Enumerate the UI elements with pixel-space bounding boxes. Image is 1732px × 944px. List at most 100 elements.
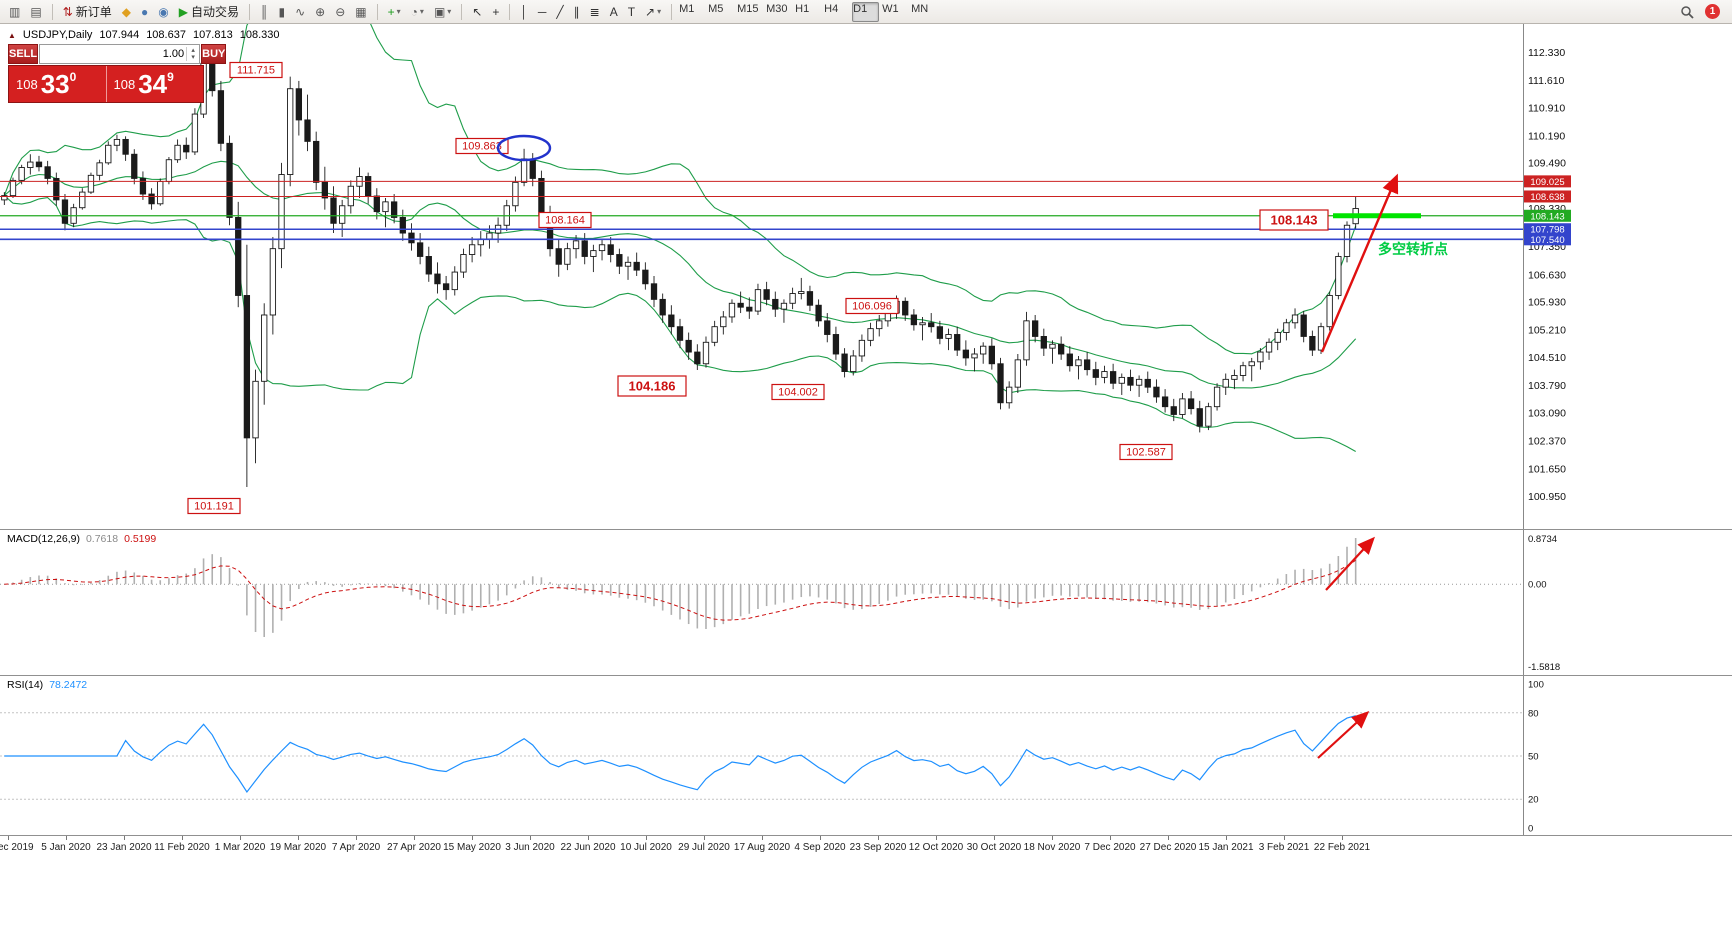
price-annotation-box[interactable] <box>617 375 687 397</box>
line-chart-mode-glyph: ∿ <box>295 4 306 19</box>
zoom-out-glyph: ⊖ <box>335 4 346 19</box>
bar-chart-mode-icon[interactable]: ║ <box>256 1 273 23</box>
highlight-ellipse[interactable] <box>496 134 552 162</box>
axis-tick-label: 105.930 <box>1528 297 1566 309</box>
text-icon[interactable]: A <box>606 1 622 23</box>
price-annotation-box[interactable] <box>845 297 899 315</box>
timeframe-m30[interactable]: M30 <box>766 2 788 15</box>
axis-tick-label: 109.490 <box>1528 158 1566 170</box>
price-annotation-box[interactable] <box>1119 443 1173 461</box>
price-annotation-box[interactable] <box>1259 209 1329 231</box>
buy-price-base: 108 <box>113 76 136 92</box>
price-annotation-box[interactable] <box>229 61 283 79</box>
toolbar-separator <box>376 3 378 20</box>
buy-price[interactable]: 108 34 9 <box>105 66 204 102</box>
price-annotation-box[interactable] <box>187 497 241 515</box>
text-label-icon[interactable]: T <box>624 1 639 23</box>
macd-canvas[interactable]: 0.8734 0.00 -1.5818 <box>0 530 1732 675</box>
macd-histogram <box>12 538 1357 638</box>
candlestick-mode-icon[interactable]: ▮ <box>275 1 290 23</box>
new-chart-icon[interactable]: ▥ <box>5 1 24 23</box>
timeframe-d1[interactable]: D1 <box>852 1 880 22</box>
indicators-glyph: + <box>387 4 395 19</box>
sell-button[interactable]: SELL <box>8 44 39 64</box>
volume-up-icon[interactable]: ▴ <box>191 47 195 54</box>
turning-point-note[interactable]: 多空转折点 <box>1378 241 1448 257</box>
sell-price[interactable]: 108 33 0 <box>9 66 106 102</box>
rsi-axis: 100 80 50 20 0 <box>1523 676 1544 835</box>
bar-chart-mode-glyph: ║ <box>259 4 269 19</box>
price-annotation-box[interactable] <box>538 211 592 229</box>
line-chart-mode-icon[interactable]: ∿ <box>291 1 309 23</box>
time-axis-tick <box>588 836 589 840</box>
date-label: 23 Sep 2020 <box>849 842 907 853</box>
axis-price-tag-text: 109.025 <box>1530 177 1564 188</box>
chart-ohlc-line: ▲ USDJPY,Daily 107.944 108.637 107.813 1… <box>8 29 279 41</box>
notification-badge[interactable]: 1 <box>1705 4 1720 19</box>
price-annotation-box[interactable] <box>455 137 509 155</box>
macd-trend-arrow[interactable] <box>1325 536 1375 591</box>
axis-tick-label: 102.370 <box>1528 435 1566 447</box>
autotrading-button[interactable]: ▶ 自动交易 <box>175 1 243 23</box>
periods-caret-icon[interactable]: ▾ <box>419 7 424 16</box>
timeframe-m5[interactable]: M5 <box>708 2 724 15</box>
crosshair-icon[interactable]: + <box>488 1 503 23</box>
new-order-button[interactable]: ⇅ 新订单 <box>59 1 116 23</box>
candlestick-mode-glyph: ▮ <box>278 4 286 19</box>
rsi-trend-arrow[interactable] <box>1317 711 1370 759</box>
rsi-canvas[interactable]: 100 80 50 20 0 <box>0 676 1732 835</box>
navigator-icon[interactable]: ◉ <box>154 1 172 23</box>
timeframe-h1[interactable]: H1 <box>795 2 810 15</box>
timeframe-m15[interactable]: M15 <box>737 2 759 15</box>
arrows-caret-icon[interactable]: ▾ <box>657 7 662 16</box>
time-axis-tick <box>704 836 705 840</box>
axis-tick-label: 104.510 <box>1528 352 1566 364</box>
periods-icon[interactable]: ◔ ▾ <box>407 1 428 23</box>
chart-profiles-icon[interactable]: ▤ <box>26 1 45 23</box>
market-watch-glyph: ● <box>141 4 149 19</box>
toolbar-separator <box>248 3 250 20</box>
equidistant-channel-glyph: ∥ <box>573 4 580 19</box>
time-axis-tick <box>936 836 937 840</box>
price-chart-canvas[interactable]: 111.715 109.863 108.164 106.096 104.186 104.0… <box>0 24 1732 529</box>
vertical-line-icon[interactable]: │ <box>516 1 532 23</box>
axis-price-tag <box>1524 209 1571 222</box>
metaeditor-icon[interactable]: ◆ <box>118 1 135 23</box>
time-axis-tick <box>530 836 531 840</box>
macd-signal-value: 0.5199 <box>124 533 157 545</box>
indicators-caret-icon[interactable]: ▾ <box>396 7 401 16</box>
axis-price-tag <box>1524 233 1571 246</box>
volume-down-icon[interactable]: ▾ <box>191 54 195 61</box>
timeframe-m1[interactable]: M1 <box>679 2 695 15</box>
trendline-icon[interactable]: ╱ <box>552 1 567 23</box>
volume-input[interactable] <box>40 48 187 60</box>
horizontal-line-icon[interactable]: ─ <box>534 1 551 23</box>
date-label: 18 Nov 2020 <box>1023 842 1081 853</box>
market-watch-icon[interactable]: ● <box>137 1 152 23</box>
timeframe-h4[interactable]: H4 <box>824 2 839 15</box>
price-annotation-text: 104.002 <box>778 387 818 399</box>
equidistant-channel-icon[interactable]: ∥ <box>570 1 584 23</box>
tile-windows-icon[interactable]: ▦ <box>351 1 370 23</box>
timeframe-w1[interactable]: W1 <box>882 2 899 15</box>
timeframe-mn[interactable]: MN <box>911 2 929 15</box>
zoom-in-icon[interactable]: ⊕ <box>311 1 329 23</box>
time-axis-tick <box>414 836 415 840</box>
arrows-icon[interactable]: ↗ ▾ <box>641 1 665 23</box>
search-icon[interactable] <box>1676 1 1698 23</box>
templates-icon[interactable]: ▣ ▾ <box>430 1 455 23</box>
buy-button[interactable]: BUY <box>201 44 227 64</box>
cursor-icon[interactable]: ↖ <box>468 1 486 23</box>
price-annotation-box[interactable] <box>771 383 825 401</box>
zoom-out-icon[interactable]: ⊖ <box>331 1 349 23</box>
oct-collapse-icon[interactable]: ▲ <box>8 30 16 40</box>
fibonacci-icon[interactable]: ≣ <box>586 1 604 23</box>
indicators-icon[interactable]: + ▾ <box>384 1 405 23</box>
time-axis-tick <box>66 836 67 840</box>
trend-arrow[interactable] <box>1320 173 1399 353</box>
axis-tick-label: 101.650 <box>1528 464 1566 476</box>
macd-label: MACD(12,26,9) 0.7618 0.5199 <box>7 533 156 545</box>
templates-caret-icon[interactable]: ▾ <box>447 7 452 16</box>
axis-tick-label: 103.090 <box>1528 407 1566 419</box>
